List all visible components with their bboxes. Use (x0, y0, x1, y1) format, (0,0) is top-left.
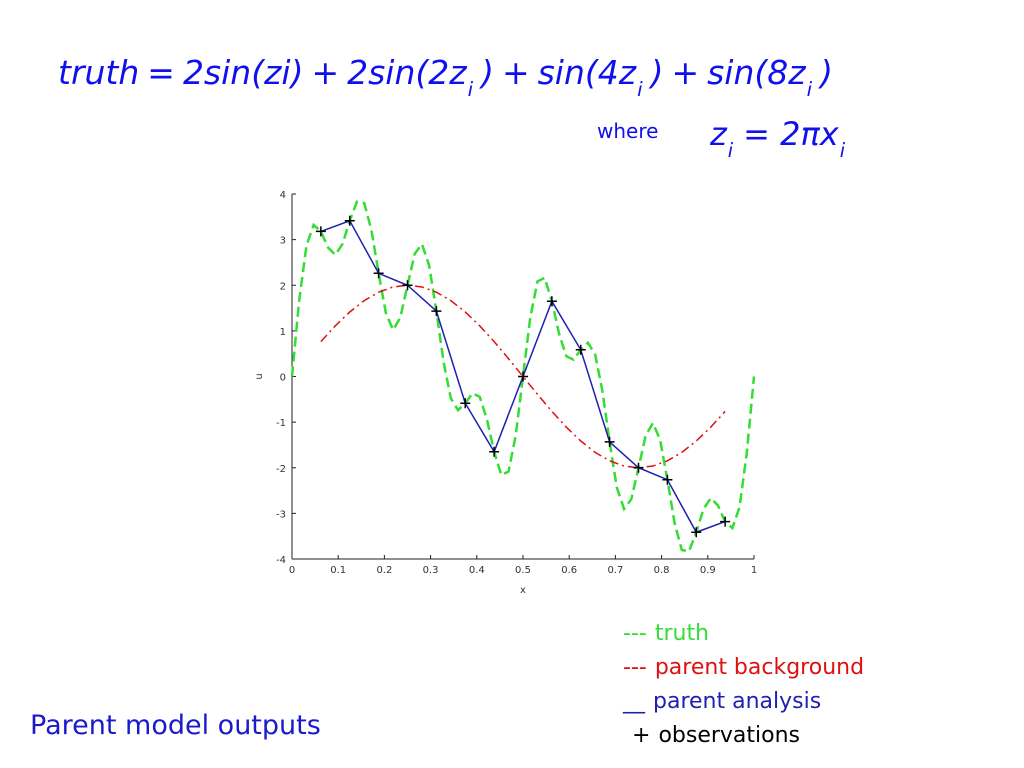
legend-marker: __ (622, 689, 646, 714)
subscript: i (637, 78, 643, 101)
observation-marker (518, 371, 528, 382)
observation-marker (575, 344, 586, 355)
subscript: i (807, 78, 813, 101)
legend-entry: + observations (632, 723, 800, 748)
equation-token: sin(4z (538, 53, 637, 92)
x-tick-label: 0.5 (515, 565, 531, 576)
observation-marker (604, 436, 615, 447)
equation-token: 2sin(zi) (183, 53, 304, 92)
legend-marker: --- (623, 621, 647, 646)
legend-entry: --- parent background (623, 655, 864, 680)
y-tick-label: 4 (280, 190, 286, 201)
observation-marker (315, 226, 326, 237)
equation-token: = (147, 53, 175, 92)
x-tick-label: 0.4 (469, 565, 485, 576)
x-axis-label: x (520, 585, 526, 596)
observation-marker (431, 306, 442, 317)
x-tick-label: 0.1 (330, 565, 346, 576)
legend-entry: __ parent analysis (622, 689, 821, 714)
legend-label: observations (658, 723, 800, 748)
legend-label: parent background (655, 655, 864, 680)
legend-label: parent analysis (653, 689, 821, 714)
equation-token: + (502, 53, 530, 92)
y-tick-label: 1 (280, 327, 286, 338)
equation-token: + (311, 53, 339, 92)
equation-token: 2sin(2z (347, 53, 467, 92)
where-label: where (597, 119, 658, 143)
subscript: i (468, 78, 474, 101)
equation-token: + (671, 53, 699, 92)
y-tick-label: -1 (276, 418, 286, 429)
legend-marker: + (632, 723, 650, 748)
legend-marker: --- (623, 655, 647, 680)
observation-marker (691, 527, 702, 538)
equation-token: sin(8z (707, 53, 806, 92)
subscript: i (728, 139, 734, 162)
x-tick-label: 0 (289, 565, 295, 576)
observation-marker (662, 474, 673, 485)
chart: 0 0.1 0.2 0.3 0.4 0.5 0.6 0.7 0.8 0.9 1 -4 -3 -2 -1 0 1 2… (254, 190, 757, 596)
observation-marker (633, 462, 644, 473)
equation-token: z (709, 115, 728, 153)
y-tick-label: 2 (280, 281, 286, 292)
legend: --- truth --- parent background __ parent ana… (622, 621, 864, 748)
subscript: i (840, 139, 846, 162)
equation-token: = 2πx (743, 115, 840, 153)
y-tick-label: -4 (276, 555, 286, 566)
equation-token: ) (648, 53, 664, 92)
x-tick-label: 0.6 (561, 565, 577, 576)
x-tick-label: 0.2 (376, 565, 392, 576)
observation-marker (344, 215, 355, 226)
x-tick-label: 0.7 (607, 565, 623, 576)
series-line (290, 200, 756, 553)
equation-token: ) (817, 53, 833, 92)
observation-marker (402, 280, 413, 291)
where-equation: zi = 2πxi (709, 115, 846, 162)
y-axis-label: u (254, 373, 265, 379)
observation-marker (373, 268, 384, 279)
y-tick-label: -2 (276, 464, 286, 475)
observation-marker (546, 296, 557, 307)
y-tick-label: 3 (280, 236, 286, 247)
legend-entry: --- truth (623, 621, 709, 646)
y-tick-label: -3 (276, 509, 286, 520)
legend-label: truth (655, 621, 709, 646)
observation-marker (720, 516, 731, 527)
observation-marker (489, 446, 500, 457)
equation-token: ) (478, 53, 494, 92)
y-tick-label: 0 (280, 373, 286, 384)
x-tick-label: 1 (751, 565, 757, 576)
x-tick-label: 0.9 (700, 565, 716, 576)
equation: truth = 2sin(zi) +2sin(2zi) + sin(4zi) + sin(8z… (58, 53, 833, 101)
x-tick-label: 0.8 (654, 565, 670, 576)
x-tick-label: 0.3 (423, 565, 439, 576)
equation-token: truth (58, 53, 139, 92)
observation-marker (460, 398, 471, 409)
caption: Parent model outputs (30, 710, 321, 741)
